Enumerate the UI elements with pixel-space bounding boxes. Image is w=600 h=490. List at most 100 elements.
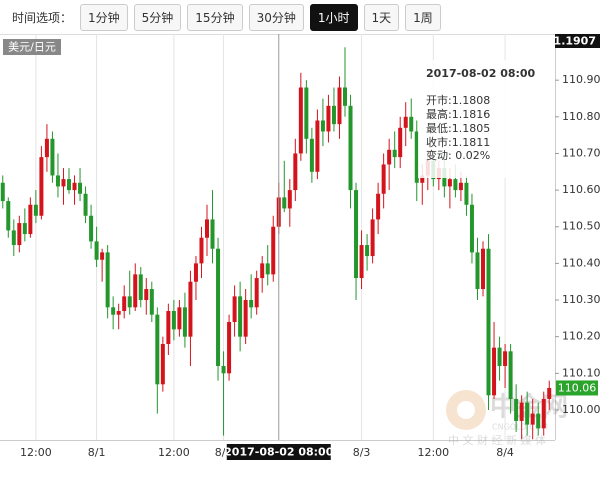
candle-body (260, 263, 265, 279)
candle-body (365, 245, 370, 257)
current-price-label: 110.06 (558, 381, 597, 394)
candle-body (17, 223, 22, 246)
candle-body (116, 311, 121, 315)
candle-body (33, 204, 38, 216)
candle-body (78, 182, 83, 194)
price-tag: 1.1907 (554, 35, 596, 48)
candle-body (475, 252, 480, 290)
candle-body (149, 289, 154, 315)
toolbar-label: 时间选项： (12, 10, 73, 25)
candle-body (497, 347, 502, 366)
interval-button[interactable]: 1分钟 (80, 3, 128, 31)
tooltip-line: 开市:1.1808 (426, 93, 490, 107)
interval-button[interactable]: 1周 (405, 3, 441, 31)
candle-body (61, 179, 66, 187)
candle-body (381, 164, 386, 194)
candle-body (403, 116, 408, 128)
candle-body (50, 138, 55, 176)
y-tick-label: 110.00 (562, 403, 600, 416)
candle-body (28, 204, 33, 235)
candle-body (304, 87, 309, 139)
candle-body (188, 281, 193, 337)
candle-body (171, 311, 176, 330)
candle-body (481, 248, 485, 290)
candle-body (144, 289, 149, 301)
candle-body (100, 252, 105, 260)
interval-button[interactable]: 5分钟 (133, 3, 182, 31)
interval-button[interactable]: 15分钟 (187, 3, 243, 31)
y-tick-label: 110.70 (562, 146, 600, 159)
candle-body (370, 219, 375, 257)
interval-button[interactable]: 1天 (363, 3, 400, 31)
candle-body (293, 153, 298, 191)
candle-body (105, 252, 110, 308)
symbol-label: 美元/日元 (8, 41, 56, 54)
candle-body (315, 120, 320, 172)
y-tick-label: 110.50 (562, 220, 600, 233)
candle-body (205, 219, 209, 238)
candle-body (359, 245, 364, 279)
candle-body (376, 193, 381, 220)
candle-body (160, 343, 165, 385)
x-tick-label: 8/1 (88, 446, 106, 459)
x-tick-label: 8/3 (353, 446, 371, 459)
interval-button[interactable]: 30分钟 (248, 3, 304, 31)
candle-body (348, 105, 353, 191)
candle-body (409, 116, 414, 132)
candle-body (298, 87, 303, 154)
candle-body (193, 263, 198, 282)
candle-body (530, 413, 535, 425)
candle-body (22, 223, 27, 235)
tooltip-line: 最高:1.1816 (426, 107, 490, 121)
y-tick-label: 110.80 (562, 110, 600, 123)
candle-body (343, 87, 347, 106)
y-tick-label: 110.30 (562, 293, 600, 306)
crosshair-label: 2017-08-02 08:00 (224, 446, 334, 459)
candle-body (111, 307, 116, 315)
candle-body (420, 175, 425, 183)
candle-body (508, 351, 513, 399)
candle-body (265, 263, 270, 275)
candle-body (55, 175, 60, 187)
candle-body (127, 296, 132, 308)
candle-body (177, 307, 182, 330)
candle-body (271, 226, 276, 275)
candle-body (221, 365, 226, 374)
chart: 中金网 CNGOLD.COM 中 文 财 经 新 媒 体 美元/日元 1.190… (0, 34, 600, 460)
candle-body (0, 182, 5, 202)
watermark: 中金网 CNGOLD.COM 中 文 财 经 新 媒 体 (446, 390, 568, 447)
candle-body (337, 87, 342, 125)
x-tick-label: 8/4 (496, 446, 514, 459)
candle-body (354, 190, 359, 279)
candle-body (309, 138, 314, 172)
interval-button[interactable]: 1小时 (309, 3, 358, 31)
tooltip-box (418, 60, 548, 178)
tooltip-line: 收市:1.1811 (426, 135, 490, 149)
candle-body (536, 413, 541, 429)
candle-body (72, 182, 77, 191)
candle-body (6, 201, 11, 231)
candle-body (199, 237, 204, 264)
candle-body (458, 182, 463, 191)
watermark-slogan: 中 文 财 经 新 媒 体 (448, 433, 546, 447)
candle-body (122, 296, 127, 312)
tooltip-title: 2017-08-02 08:00 (426, 67, 536, 80)
y-tick-label: 110.40 (562, 256, 600, 269)
y-tick-label: 110.10 (562, 366, 600, 379)
crosshair-label-box (226, 444, 331, 460)
candle-body (11, 230, 16, 246)
candle-body (387, 149, 392, 165)
candle-body (44, 138, 49, 158)
candle-body (83, 193, 88, 216)
watermark-logo (457, 401, 475, 419)
candle-body (464, 182, 469, 205)
candle-body (453, 179, 458, 191)
y-tick-label: 110.90 (562, 73, 600, 86)
price-tag-box (555, 34, 600, 48)
candle-body (326, 105, 331, 132)
symbol-box (3, 39, 61, 55)
candle-body (67, 179, 71, 191)
candle-body (541, 398, 546, 429)
candle-body (232, 296, 237, 323)
y-tick-label: 110.20 (562, 330, 600, 343)
